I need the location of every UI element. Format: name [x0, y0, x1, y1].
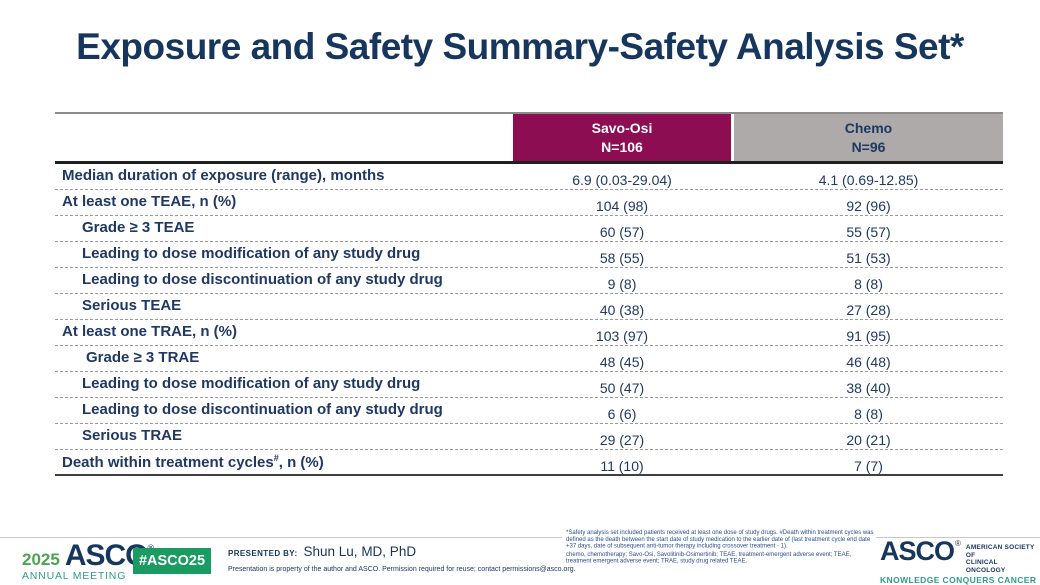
table-header-empty-cell	[55, 114, 513, 161]
chemo-value: 20 (21)	[846, 432, 891, 448]
chemo-value: 92 (96)	[846, 198, 891, 214]
row-label: At least one TRAE, n (%)	[62, 323, 238, 340]
table-row: Leading to dose discontinuation of any s…	[55, 268, 1003, 294]
chemo-value: 8 (8)	[854, 406, 883, 422]
chemo-value: 8 (8)	[854, 276, 883, 292]
chemo-value: 27 (28)	[846, 302, 891, 318]
table-row: Serious TEAE 40 (38) 27 (28)	[55, 294, 1003, 320]
footer-divider-right	[876, 537, 1040, 538]
savo-osi-value: 6.9 (0.03-29.04)	[572, 172, 672, 188]
hashtag-badge: #ASCO25	[133, 548, 211, 574]
savo-osi-value: 48 (45)	[599, 354, 645, 370]
presenter-block: PRESENTED BY: Shun Lu, MD, PhD Presentat…	[228, 544, 576, 573]
row-label: Grade ≥ 3 TEAE	[82, 219, 195, 236]
society-name: AMERICAN SOCIETY OF CLINICAL ONCOLOGY	[966, 544, 1038, 574]
presented-by-label: PRESENTED BY:	[228, 549, 298, 558]
table-row: Death within treatment cycles#, n (%) 11 …	[55, 450, 1003, 476]
society-line2: CLINICAL ONCOLOGY	[965, 559, 1006, 574]
table-header-chemo: Chemo N=96	[734, 114, 1003, 161]
savo-osi-value: 6 (6)	[607, 406, 637, 422]
page-title: Exposure and Safety Summary-Safety Analy…	[76, 26, 964, 67]
savo-osi-value: 11 (10)	[600, 458, 644, 474]
table-row: At least one TEAE, n (%) 104 (98) 92 (96)	[55, 190, 1003, 216]
savo-osi-n: N=106	[601, 138, 643, 155]
asco-society-logo: ASCO ® AMERICAN SOCIETY OF CLINICAL ONCO…	[880, 536, 1038, 585]
table-row: Grade ≥ 3 TEAE 60 (57) 55 (57)	[55, 216, 1003, 242]
society-tagline: KNOWLEDGE CONQUERS CANCER	[880, 575, 1037, 585]
savo-osi-value: 50 (47)	[599, 380, 645, 396]
safety-summary-table: Savo-Osi N=106 Chemo N=96 Median duratio…	[55, 112, 1003, 476]
footnote-abbreviations: chemo, chemotherapy; Savo-Osi, Savolitin…	[566, 550, 852, 564]
table-row: Serious TRAE 29 (27) 20 (21)	[55, 424, 1003, 450]
savo-osi-value: 60 (57)	[599, 224, 645, 240]
chemo-value: 4.1 (0.69-12.85)	[818, 172, 919, 188]
chemo-value: 55 (57)	[846, 224, 891, 240]
chemo-n: N=96	[851, 138, 886, 155]
chemo-value: 38 (40)	[846, 380, 891, 396]
header-gap	[731, 114, 734, 161]
footer-divider-left	[0, 537, 562, 538]
table-row: Median duration of exposure (range), mon…	[55, 164, 1003, 190]
registered-mark-icon: ®	[955, 539, 961, 548]
row-label: Grade ≥ 3 TRAE	[86, 349, 200, 366]
logo-year: 2025	[22, 550, 60, 569]
table-row: Leading to dose discontinuation of any s…	[55, 398, 1003, 424]
chemo-value: 91 (95)	[846, 328, 891, 344]
logo-annual-meeting: ANNUAL MEETING	[22, 570, 127, 582]
chemo-value: 46 (48)	[846, 354, 891, 370]
footnote-definitions: *Safety analysis set included patients r…	[566, 528, 874, 549]
row-label: Serious TRAE	[82, 427, 183, 444]
table-row: Leading to dose modification of any stud…	[55, 372, 1003, 398]
table-row: At least one TRAE, n (%) 103 (97) 91 (95)	[55, 320, 1003, 346]
row-label: Serious TEAE	[82, 297, 182, 314]
savo-osi-value: 104 (98)	[595, 198, 649, 214]
table-header-row: Savo-Osi N=106 Chemo N=96	[55, 112, 1003, 164]
chemo-label: Chemo	[844, 119, 893, 136]
presenter-name: Shun Lu, MD, PhD	[303, 544, 417, 559]
table-header-savo-osi: Savo-Osi N=106	[513, 114, 731, 161]
row-label: Leading to dose discontinuation of any s…	[82, 401, 443, 418]
savo-osi-value: 9 (8)	[607, 276, 637, 292]
row-label: Median duration of exposure (range), mon…	[62, 167, 385, 184]
row-label: Leading to dose discontinuation of any s…	[82, 271, 443, 288]
savo-osi-value: 103 (97)	[595, 328, 649, 344]
table-row: Grade ≥ 3 TRAE 48 (45) 46 (48)	[55, 346, 1003, 372]
table-body: Median duration of exposure (range), mon…	[55, 164, 1003, 476]
logo-asco-wordmark-right: ASCO	[880, 536, 955, 566]
footnote-block: *Safety analysis set included patients r…	[566, 529, 876, 566]
savo-osi-value: 29 (27)	[599, 432, 645, 448]
permission-text: Presentation is property of the author a…	[228, 566, 576, 573]
row-label: Death within treatment cycles#, n (%)	[62, 453, 324, 471]
table-row: Leading to dose modification of any stud…	[55, 242, 1003, 268]
society-line1: AMERICAN SOCIETY OF	[965, 544, 1035, 559]
row-label: At least one TEAE, n (%)	[62, 193, 237, 210]
row-label: Leading to dose modification of any stud…	[82, 375, 421, 392]
savo-osi-label: Savo-Osi	[591, 119, 653, 136]
savo-osi-value: 40 (38)	[599, 302, 645, 318]
chemo-value: 51 (53)	[846, 250, 891, 266]
row-label: Leading to dose modification of any stud…	[82, 245, 421, 262]
chemo-value: 7 (7)	[854, 458, 883, 474]
savo-osi-value: 58 (55)	[599, 250, 645, 266]
